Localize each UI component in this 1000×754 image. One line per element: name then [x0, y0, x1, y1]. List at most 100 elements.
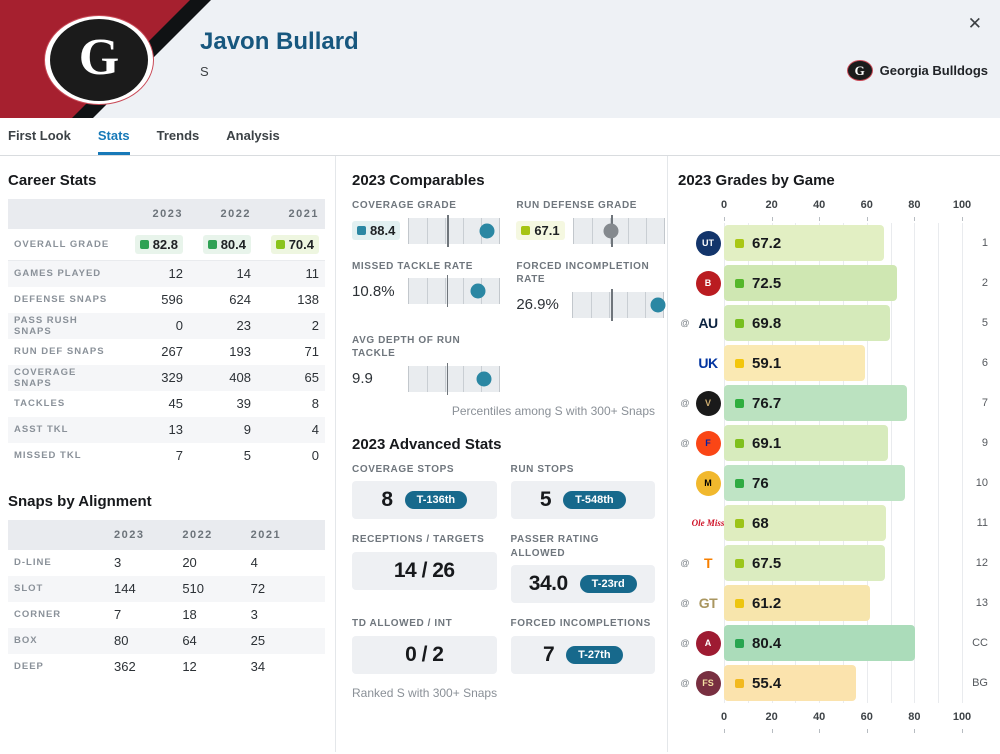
game-number-label: 1	[981, 237, 988, 249]
comparables-footnote: Percentiles among S with 300+ Snaps	[451, 403, 655, 418]
close-icon[interactable]: ✕	[964, 10, 986, 38]
grade-bar: 61.2	[724, 585, 870, 621]
table-row: PASS RUSH SNAPS 0 23 2	[8, 313, 325, 339]
bar-track: 80.4	[724, 625, 962, 661]
axis-tick-label: 100	[952, 199, 972, 211]
track-tick	[427, 365, 428, 392]
grade-badge: 80.4	[202, 235, 251, 254]
track-tick	[645, 291, 647, 318]
georgia-mini-logo-icon: G	[846, 60, 873, 81]
snaps-title: Snaps by Alignment	[8, 493, 152, 510]
adv-stat-box: 8 T-136th	[352, 481, 497, 519]
year-column-header: 2021	[288, 208, 319, 220]
away-indicator: @	[680, 438, 690, 448]
game-number-label: 7	[981, 397, 988, 409]
team-logo-container: UK	[692, 355, 724, 371]
stat-value: 23	[236, 318, 251, 333]
adv-stat-label: TD ALLOWED / INT	[352, 618, 453, 629]
georgia-g-icon: G	[50, 19, 148, 101]
career-stats-table: 2023 2022 2021 OVERALL GRADE 82.8 80.4 70.4 GAM…	[8, 199, 325, 469]
game-row-kentucky: UK 59.1 6	[678, 343, 988, 383]
team-logo-container: FS	[692, 670, 724, 696]
stat-value: 193	[229, 344, 251, 359]
chart-rows: UT 67.2 1 B 72.5 2 @ AU 69.8 5 UK 59.1 6 @ V 76.7 7 @ F 69.…	[678, 223, 988, 703]
main-content: Career Stats 2023 2022 2021 OVERALL GRADE 82…	[0, 156, 1000, 752]
row-label: CORNER	[14, 609, 62, 620]
tab-stats[interactable]: Stats	[97, 128, 130, 155]
row-label: TACKLES	[14, 398, 66, 409]
axis-tick-label: 60	[860, 199, 873, 211]
stat-value: 510	[182, 581, 205, 596]
grades-column: 2023 Grades by Game 0 20 40 60 80 100 UT 67.2 1 B…	[668, 156, 1000, 752]
metric-body: 88.4	[352, 214, 501, 247]
row-label: D-LINE	[14, 557, 52, 568]
percentile-dot-icon	[650, 297, 666, 312]
stat-value: 13	[168, 422, 183, 437]
tab-first-look[interactable]: First Look	[8, 128, 71, 143]
grade-dot-icon	[735, 638, 744, 648]
team-logo-tennessee-icon: T	[703, 555, 713, 571]
stat-value: 2	[311, 318, 319, 333]
tab-trends[interactable]: Trends	[156, 128, 200, 143]
metric-run-defense-grade: RUN DEFENSE GRADE 67.1	[516, 199, 665, 247]
metric-value: 10.8%	[352, 282, 395, 300]
game-grade-value: 72.5	[752, 274, 782, 292]
team-logo-missouri-icon: M	[695, 470, 721, 496]
year-column-header: 2022	[220, 208, 251, 220]
adv-stat-label: FORCED INCOMPLETIONS	[510, 618, 651, 629]
rank-badge: T-136th	[404, 491, 468, 509]
game-row-vanderbilt: @ V 76.7 7	[678, 383, 988, 423]
snaps-table: 2023 2022 2021 D-LINE 3 20 4 SLOT 144 510 72 CORNER…	[8, 520, 325, 680]
gridline	[890, 223, 892, 703]
bar-track: 55.4	[724, 665, 962, 701]
team-logo-florida-icon: F	[695, 430, 721, 456]
stat-value: 64	[182, 633, 197, 648]
row-label: SLOT	[14, 583, 44, 594]
table-row: GAMES PLAYED 12 14 11	[8, 261, 325, 287]
grade-dot-icon	[735, 518, 744, 528]
table-row: CORNER 7 18 3	[8, 602, 325, 628]
adv-stat-forced-incompletions: FORCED INCOMPLETIONS 7 T-27th	[510, 617, 655, 674]
track-tick	[445, 217, 447, 244]
team-logo-alabama-icon: A	[695, 630, 721, 656]
game-row-ole-miss: Ole Miss 68 11	[678, 503, 988, 543]
grade-dot-icon	[735, 678, 744, 688]
stat-value: 3	[114, 555, 122, 570]
stat-value: 5	[243, 448, 251, 463]
rank-badge: T-548th	[563, 491, 626, 509]
stat-value: 34	[250, 659, 266, 674]
year-column-header: 2021	[250, 529, 282, 541]
team-logo-container: T	[692, 555, 724, 571]
stat-value: 45	[168, 396, 183, 411]
tab-analysis[interactable]: Analysis	[226, 128, 280, 143]
stat-value: 624	[229, 292, 251, 307]
team-logo-georgia-tech-icon: GT	[698, 595, 718, 611]
track-tick	[427, 278, 428, 304]
stat-value: 11	[305, 266, 320, 281]
adv-stat-run-stops: RUN STOPS 5 T-548th	[510, 463, 655, 519]
stat-value: 596	[161, 292, 183, 307]
metric-label: MISSED TACKLE RATE	[352, 260, 473, 272]
stat-value: 14	[236, 266, 251, 281]
grade-dot-icon	[735, 398, 744, 408]
grade-bar: 69.1	[724, 425, 889, 461]
game-number-label: 9	[981, 437, 988, 449]
bar-track: 61.2	[724, 585, 962, 621]
game-number-label: 13	[975, 597, 988, 609]
grade-bar: 55.4	[724, 665, 856, 701]
track-tick	[463, 278, 464, 304]
row-label: PASS RUSH SNAPS	[14, 314, 78, 337]
gridline	[914, 223, 916, 703]
advanced-stats-title: 2023 Advanced Stats	[352, 435, 502, 453]
grade-bar: 80.4	[724, 625, 916, 661]
table-row: OVERALL GRADE 82.8 80.4 70.4	[8, 229, 325, 261]
bar-track: 72.5	[724, 265, 962, 301]
axis-tick-label: 0	[720, 199, 728, 211]
row-label: OVERALL GRADE	[14, 239, 110, 250]
adv-stat-value: 14 / 26	[393, 558, 455, 582]
track-tick	[645, 217, 647, 244]
table-header-row: 2023 2022 2021	[8, 520, 325, 550]
header: G Javon Bullard S ✕ G Georgia Bulldogs	[0, 0, 1000, 118]
team-logo-florida-state-icon: FS	[695, 670, 721, 696]
